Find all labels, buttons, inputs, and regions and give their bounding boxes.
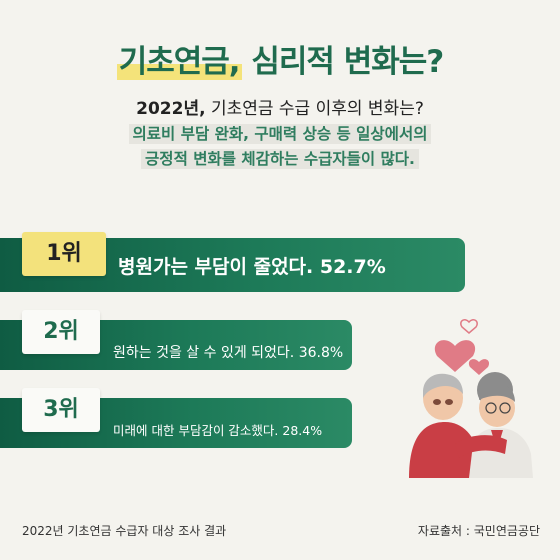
elderly-man-figure	[409, 373, 481, 478]
hugging-arm	[455, 435, 507, 458]
rank-3-badge: 3위	[22, 388, 100, 432]
subtitle-year: 2022년,	[136, 99, 206, 119]
footer-survey-note: 2022년 기초연금 수급자 대상 조사 결과	[22, 524, 227, 538]
rank-2-text: 원하는 것을 살 수 있게 되었다. 36.8%	[113, 345, 344, 361]
description: 의료비 부담 완화, 구매력 상승 등 일상에서의 긍정적 변화를 체감하는 수…	[120, 122, 440, 172]
description-line-2: 긍정적 변화를 체감하는 수급자들이 많다.	[141, 149, 419, 169]
heart-icon	[434, 340, 476, 372]
rank-1-badge: 1위	[22, 232, 106, 276]
subtitle-rest: 기초연금 수급 이후의 변화는?	[205, 99, 424, 119]
subtitle: 2022년, 기초연금 수급 이후의 변화는?	[0, 94, 560, 119]
rank-3-text: 미래에 대한 부담감이 감소했다. 28.4%	[113, 423, 323, 438]
rank-2-badge: 2위	[22, 310, 100, 354]
page-title: 기초연금, 심리적 변화는?	[0, 36, 560, 81]
elderly-woman-figure	[469, 372, 533, 478]
title-rest: 심리적 변화는?	[241, 44, 444, 80]
heart-icon-outline	[460, 319, 478, 334]
footer-source: 자료출처 : 국민연금공단	[417, 524, 540, 538]
description-line-1: 의료비 부담 완화, 구매력 상승 등 일상에서의	[128, 124, 432, 144]
rank-1-text: 병원가는 부담이 줄었다. 52.7%	[118, 256, 386, 278]
heart-icon-small	[468, 359, 490, 375]
title-highlight: 기초연금,	[116, 44, 242, 80]
elderly-couple-illustration	[409, 319, 533, 478]
